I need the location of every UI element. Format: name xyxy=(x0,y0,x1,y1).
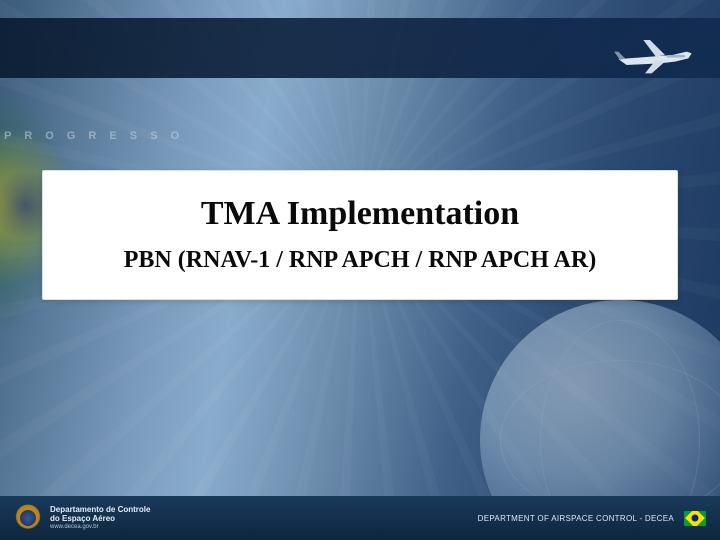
footer-right: DEPARTMENT OF AIRSPACE CONTROL - DECEA xyxy=(478,511,706,526)
dept-label: DEPARTMENT OF AIRSPACE CONTROL - DECEA xyxy=(478,514,674,523)
slide-title: TMA Implementation xyxy=(201,195,519,232)
org-website: www.decea.gov.br xyxy=(50,524,150,531)
title-card: TMA Implementation PBN (RNAV-1 / RNP APC… xyxy=(42,170,678,300)
airplane-icon xyxy=(610,30,710,85)
org-line-2: do Espaço Aéreo xyxy=(50,514,150,523)
footer-left: Departamento de Controle do Espaço Aéreo… xyxy=(14,504,150,532)
brazil-flag-icon xyxy=(684,511,706,526)
flag-motto-text: P R O G R E S S O xyxy=(4,130,184,142)
org-name-block: Departamento de Controle do Espaço Aéreo… xyxy=(50,505,150,531)
slide-subtitle: PBN (RNAV-1 / RNP APCH / RNP APCH AR) xyxy=(124,246,596,275)
org-line-1: Departamento de Controle xyxy=(50,505,150,514)
slide: P R O G R E S S O TMA Implementation PBN… xyxy=(0,0,720,540)
org-crest-icon xyxy=(14,504,42,532)
footer-bar: Departamento de Controle do Espaço Aéreo… xyxy=(0,496,720,540)
